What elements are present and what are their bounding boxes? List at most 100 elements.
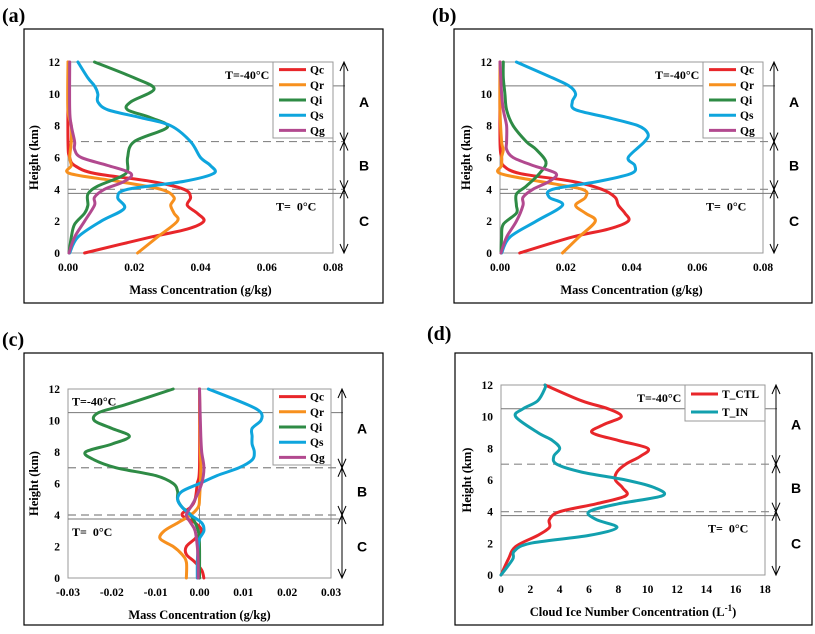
y-tick-label: 12 — [482, 380, 494, 392]
freezing-level-label: T= 0°C — [706, 199, 746, 213]
y-tick-label: 10 — [49, 89, 61, 101]
y-tick-label: 10 — [481, 89, 493, 101]
arrow-up-icon — [339, 188, 349, 199]
x-tick-label: 18 — [759, 584, 771, 596]
x-axis-title: Mass Concentration (g/kg) — [128, 608, 270, 622]
x-tick-label: 0 — [498, 584, 504, 596]
region-arrow — [769, 188, 779, 255]
series-line-t_in — [499, 383, 667, 577]
y-tick-label: 10 — [49, 416, 61, 428]
legend-label: Qi — [310, 422, 323, 434]
cold-isotherm-label: T=-40°C — [225, 68, 269, 82]
x-tick-label: 6 — [586, 584, 592, 596]
region-arrow — [337, 513, 347, 580]
arrow-up-icon — [337, 387, 347, 399]
panel-label: (c) — [2, 329, 24, 351]
arrow-up-icon — [339, 140, 349, 151]
y-tick-label: 4 — [487, 507, 493, 519]
series-line-qg — [184, 387, 206, 580]
arrow-up-icon — [771, 383, 781, 395]
y-tick-label: 6 — [486, 153, 492, 165]
region-label: C — [357, 539, 367, 555]
x-tick-label: 16 — [730, 584, 742, 596]
arrow-down-icon — [337, 568, 347, 580]
x-tick-label: 0.02 — [124, 262, 144, 274]
x-tick-label: 0.00 — [58, 262, 78, 274]
series-line-qg — [498, 60, 559, 255]
y-tick-label: 4 — [54, 184, 60, 196]
y-tick-label: 8 — [486, 121, 492, 133]
x-tick-label: -0.01 — [144, 587, 168, 599]
legend-label: T_IN — [722, 407, 749, 419]
legend-label: Qs — [740, 110, 754, 122]
x-tick-label: 0.03 — [321, 587, 341, 599]
cold-isotherm-label: T=-40°C — [72, 395, 116, 409]
region-arrow — [339, 188, 349, 255]
region-label: A — [791, 417, 801, 433]
y-tick-label: 0 — [54, 248, 60, 260]
x-tick-label: 2 — [527, 584, 533, 596]
plot-area — [500, 384, 766, 576]
y-tick-label: 4 — [54, 510, 60, 522]
y-tick-label: 4 — [486, 184, 492, 196]
region-label: B — [357, 483, 367, 499]
freezing-level-label: T= 0°C — [708, 522, 748, 536]
series-line-qs — [500, 60, 650, 255]
region-label: A — [789, 94, 799, 110]
arrow-up-icon — [769, 60, 779, 72]
x-tick-label: 0.00 — [490, 262, 510, 274]
x-tick-label: 0.08 — [323, 262, 343, 274]
y-tick-label: 10 — [482, 412, 494, 424]
region-label: B — [359, 157, 369, 173]
region-arrow — [771, 510, 781, 577]
y-tick-label: 2 — [486, 216, 492, 228]
region-label: A — [357, 420, 367, 436]
panel-label: (d) — [427, 323, 451, 345]
x-tick-label: 0.04 — [190, 262, 210, 274]
y-tick-label: 0 — [487, 570, 493, 582]
plot-area — [499, 61, 764, 254]
x-axis-title: Mass Concentration (g/kg) — [560, 283, 702, 297]
arrow-up-icon — [769, 188, 779, 199]
y-tick-label: 6 — [487, 475, 493, 487]
legend-label: Qc — [310, 65, 324, 77]
series-line-qi — [67, 60, 170, 255]
chart-panel-c: (c) T=-40°C T= 0°C 0 2 4 6 8 10 12 -0.03 -0.02 -0.01… — [2, 329, 384, 626]
x-tick-label: 12 — [671, 584, 683, 596]
x-tick-label: 0.02 — [277, 587, 297, 599]
legend-label: Qs — [310, 437, 324, 449]
panel-label: (b) — [432, 5, 456, 27]
y-axis-title: Height (km) — [27, 125, 41, 190]
region-label: B — [789, 157, 799, 173]
x-tick-label: 0.00 — [189, 587, 209, 599]
y-axis-title: Height (km) — [460, 448, 474, 513]
series-line-qr — [496, 60, 597, 255]
y-tick-label: 0 — [486, 248, 492, 260]
y-tick-label: 8 — [54, 447, 60, 459]
x-tick-label: 0.08 — [753, 262, 773, 274]
y-tick-label: 6 — [54, 479, 60, 491]
region-label: C — [789, 213, 799, 229]
x-axis-title: Cloud Ice Number Concentration (L-1) — [530, 603, 737, 619]
x-tick-label: 0.01 — [233, 587, 253, 599]
y-axis-title: Height (km) — [459, 125, 473, 190]
series-line-qs — [176, 387, 264, 580]
y-tick-label: 12 — [49, 384, 61, 396]
region-label: C — [791, 535, 801, 551]
legend-label: T_CTL — [722, 389, 759, 401]
x-tick-label: 0.06 — [257, 262, 277, 274]
arrow-up-icon — [339, 60, 349, 72]
legend-box — [684, 384, 766, 422]
y-tick-label: 8 — [487, 443, 493, 455]
series-line-qg — [67, 60, 134, 255]
legend-label: Qi — [310, 95, 323, 107]
series-line-qr — [158, 387, 203, 580]
chart-panel-a: (a) T=-40°C T= 0°C 0 2 4 6 8 10 12 0.00 0.02 0.04 0.0… — [2, 5, 384, 304]
legend-label: Qi — [740, 95, 753, 107]
arrow-up-icon — [769, 140, 779, 151]
legend-label: Qg — [740, 125, 755, 137]
cold-isotherm-label: T=-40°C — [655, 68, 699, 82]
legend-label: Qr — [740, 80, 754, 92]
x-tick-label: 0.04 — [621, 262, 641, 274]
